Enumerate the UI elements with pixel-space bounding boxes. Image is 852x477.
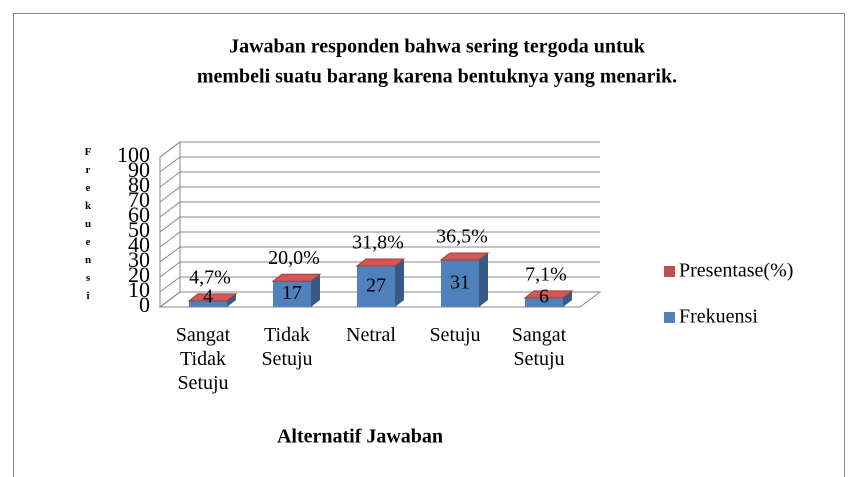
chart-frame bbox=[13, 13, 845, 477]
grid-line bbox=[159, 171, 600, 188]
y-tick-label: 20 bbox=[128, 262, 150, 287]
grid-line bbox=[159, 156, 600, 173]
legend-swatch bbox=[664, 266, 675, 277]
bar bbox=[187, 293, 238, 302]
bar-front bbox=[189, 301, 227, 307]
bar-side bbox=[563, 291, 572, 307]
bar-front bbox=[273, 281, 311, 307]
bar-front bbox=[441, 260, 479, 307]
bar-side bbox=[311, 274, 320, 307]
x-tick-label: Netral bbox=[346, 324, 396, 346]
y-tick-label: 90 bbox=[128, 157, 150, 182]
bar bbox=[441, 253, 488, 307]
chart-title: Jawaban responden bahwa sering tergoda u… bbox=[229, 36, 646, 58]
bar-front bbox=[525, 298, 563, 307]
grid-line bbox=[159, 186, 600, 203]
data-label: 17 bbox=[282, 282, 302, 304]
bar-top bbox=[439, 252, 490, 261]
y-tick-label: 30 bbox=[128, 247, 150, 272]
data-label: 36,5% bbox=[436, 226, 488, 248]
x-tick-label: Sangat Tidak Setuju bbox=[176, 324, 231, 394]
bar bbox=[355, 258, 406, 267]
y-tick-label: 100 bbox=[117, 142, 150, 167]
legend-swatch bbox=[664, 312, 675, 323]
y-tick-label: 70 bbox=[128, 187, 150, 212]
bar-side bbox=[395, 259, 404, 307]
bar bbox=[357, 259, 404, 307]
y-tick-label: 40 bbox=[128, 232, 150, 257]
data-label: 4,7% bbox=[189, 267, 231, 289]
bar-front bbox=[357, 266, 395, 307]
y-tick-label: 60 bbox=[128, 202, 150, 227]
bar-top bbox=[523, 290, 574, 299]
grid-line bbox=[159, 246, 600, 263]
bar-top bbox=[271, 273, 322, 282]
bar-side bbox=[227, 294, 236, 307]
bar-top bbox=[187, 293, 238, 302]
bar-side bbox=[479, 253, 488, 307]
x-tick-label: Tidak Setuju bbox=[261, 324, 312, 370]
grid-line bbox=[159, 231, 600, 248]
y-tick-label: 10 bbox=[128, 277, 150, 302]
data-label: 31,8% bbox=[352, 232, 404, 254]
chart-title: membeli suatu barang karena bentuknya ya… bbox=[197, 66, 677, 88]
data-label: 27 bbox=[366, 274, 386, 296]
legend-label: Frekuensi bbox=[679, 306, 758, 328]
bar bbox=[439, 252, 490, 261]
y-tick-label: 0 bbox=[139, 292, 150, 317]
x-axis-label: Alternatif Jawaban bbox=[277, 426, 443, 448]
y-tick-label: 80 bbox=[128, 172, 150, 197]
legend-label: Presentase(%) bbox=[679, 260, 793, 282]
bar bbox=[271, 273, 322, 282]
bar bbox=[189, 294, 236, 307]
data-label: 20,0% bbox=[268, 247, 320, 269]
data-label: 4 bbox=[203, 286, 213, 308]
bar bbox=[525, 291, 572, 307]
y-tick-label: 50 bbox=[128, 217, 150, 242]
grid-line bbox=[159, 141, 600, 158]
data-label: 7,1% bbox=[525, 263, 567, 285]
data-label: 31 bbox=[450, 271, 470, 293]
x-tick-label: Setuju bbox=[429, 324, 480, 346]
bar bbox=[273, 274, 320, 307]
grid-line bbox=[159, 216, 600, 233]
grid-line bbox=[159, 201, 600, 218]
bar bbox=[523, 290, 574, 299]
data-label: 6 bbox=[539, 286, 549, 308]
bar-top bbox=[355, 258, 406, 267]
x-tick-label: Sangat Setuju bbox=[512, 324, 567, 370]
